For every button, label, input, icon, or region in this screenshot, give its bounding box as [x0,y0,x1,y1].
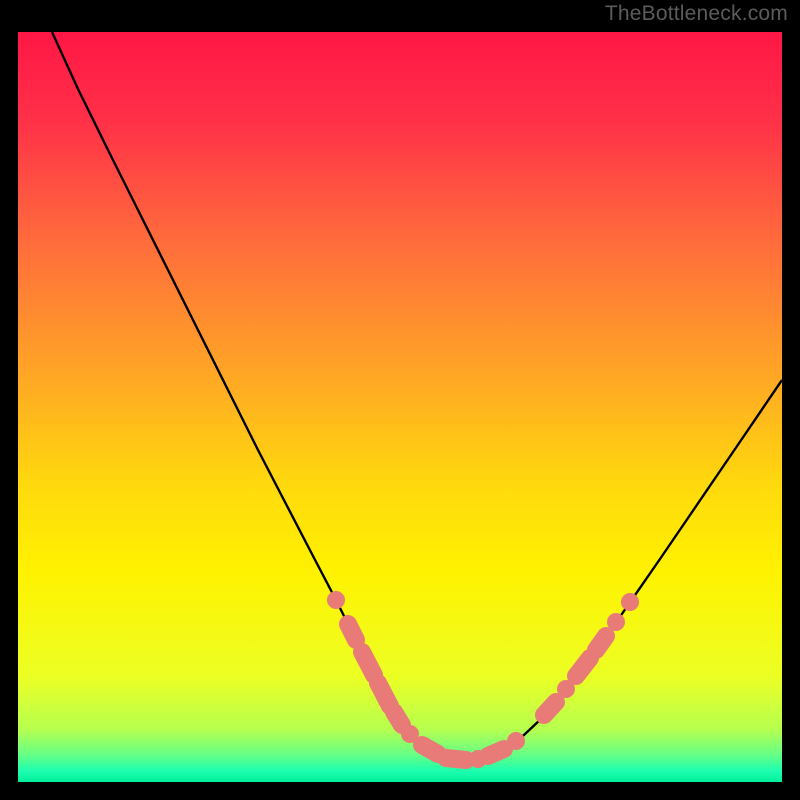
marker-capsule [488,749,504,756]
marker-capsule [576,658,590,676]
marker-capsule [378,683,390,706]
attribution-label: TheBottleneck.com [605,2,788,26]
marker-capsule [394,712,402,725]
marker-capsule [446,758,466,760]
curve-layer [18,32,782,782]
marker-dot [621,593,639,611]
marker-dot [507,732,525,750]
marker-capsule [596,636,606,650]
marker-capsule [544,702,556,715]
marker-capsule [362,652,374,675]
marker-dot [327,591,345,609]
chart-frame: TheBottleneck.com [0,0,800,800]
marker-dot [607,613,625,631]
marker-capsule [348,624,356,640]
marker-capsule [422,745,438,754]
plot-area [18,32,782,782]
bottleneck-curve [52,32,782,760]
